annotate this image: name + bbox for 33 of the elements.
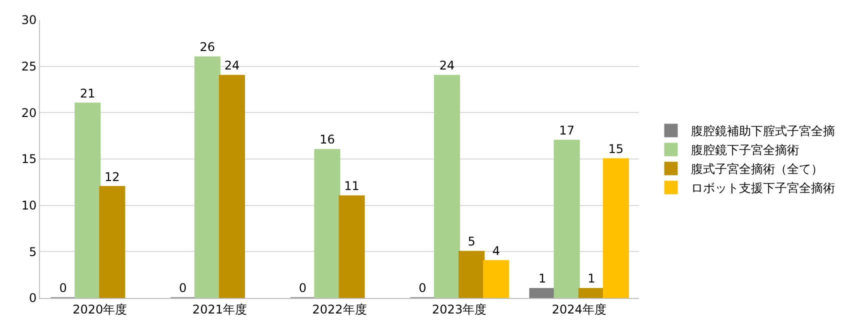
y-tick-label: 10: [21, 198, 37, 213]
data-label: 0: [59, 281, 67, 295]
y-tick-label: 30: [21, 13, 37, 28]
x-tick-label: 2023年度: [432, 302, 487, 316]
x-tick-label: 2020年度: [72, 302, 128, 316]
y-tick-label: 0: [28, 291, 37, 306]
data-label: 26: [200, 40, 216, 54]
data-label: 11: [344, 179, 360, 194]
legend-label: 腹腔鏡補助下腟式子宮全摘: [690, 124, 835, 138]
x-tick-label: 2021年度: [192, 302, 247, 316]
data-label: 24: [224, 58, 240, 73]
data-label: 16: [320, 132, 335, 147]
data-label: 5: [468, 234, 476, 249]
y-tick-label: 20: [21, 106, 37, 120]
data-label: 17: [559, 123, 574, 138]
data-label: 21: [80, 86, 96, 100]
data-label: 15: [608, 142, 624, 156]
data-label: 0: [179, 281, 187, 295]
y-tick-label: 5: [28, 244, 37, 259]
legend-label: 腹腔鏡下子宮全摘術: [690, 143, 799, 158]
y-tick-label: 15: [21, 152, 37, 166]
legend-label: 腹式子宮全摘術（全て）: [690, 162, 823, 176]
x-tick-label: 2024年度: [552, 302, 606, 316]
data-label: 12: [104, 170, 120, 184]
data-label: 24: [439, 58, 455, 73]
data-label: 1: [538, 272, 546, 286]
data-label: 0: [298, 281, 306, 295]
data-label: 0: [418, 281, 426, 295]
y-tick-label: 25: [21, 60, 37, 74]
x-tick-label: 2022年度: [312, 302, 367, 316]
data-label: 4: [492, 244, 500, 258]
data-label: 1: [588, 272, 596, 286]
legend-label: ロボット支援下子宮全摘術: [690, 181, 835, 196]
